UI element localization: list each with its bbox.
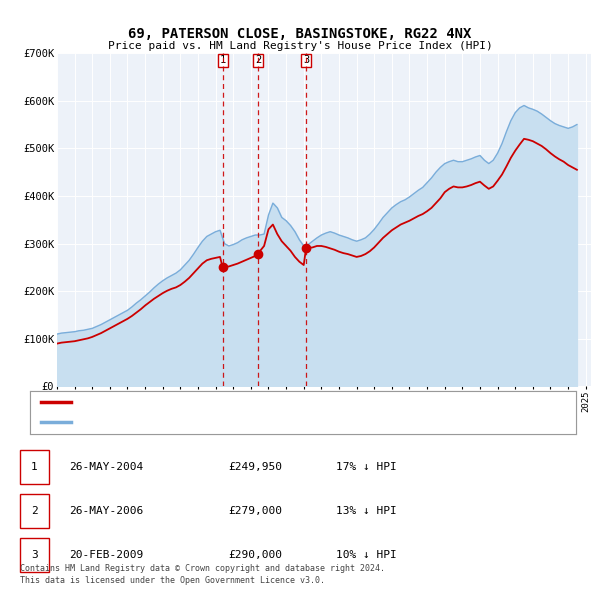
Text: 26-MAY-2004: 26-MAY-2004 [69, 462, 143, 471]
Text: 20-FEB-2009: 20-FEB-2009 [69, 550, 143, 560]
Text: 13% ↓ HPI: 13% ↓ HPI [336, 506, 397, 516]
Text: 2: 2 [31, 506, 38, 516]
Text: 3: 3 [31, 550, 38, 560]
Text: This data is licensed under the Open Government Licence v3.0.: This data is licensed under the Open Gov… [20, 576, 325, 585]
Text: HPI: Average price, detached house, Basingstoke and Deane: HPI: Average price, detached house, Basi… [79, 417, 414, 427]
FancyBboxPatch shape [30, 391, 576, 434]
Text: 1: 1 [31, 462, 38, 471]
Text: 3: 3 [303, 55, 309, 65]
Text: 10% ↓ HPI: 10% ↓ HPI [336, 550, 397, 560]
Text: Price paid vs. HM Land Registry's House Price Index (HPI): Price paid vs. HM Land Registry's House … [107, 41, 493, 51]
Text: 69, PATERSON CLOSE, BASINGSTOKE, RG22 4NX (detached house): 69, PATERSON CLOSE, BASINGSTOKE, RG22 4N… [79, 397, 420, 407]
Text: 2: 2 [255, 55, 261, 65]
Text: 17% ↓ HPI: 17% ↓ HPI [336, 462, 397, 471]
Text: £279,000: £279,000 [228, 506, 282, 516]
Text: £290,000: £290,000 [228, 550, 282, 560]
Text: £249,950: £249,950 [228, 462, 282, 471]
Text: 1: 1 [220, 55, 226, 65]
Text: 69, PATERSON CLOSE, BASINGSTOKE, RG22 4NX: 69, PATERSON CLOSE, BASINGSTOKE, RG22 4N… [128, 27, 472, 41]
Text: Contains HM Land Registry data © Crown copyright and database right 2024.: Contains HM Land Registry data © Crown c… [20, 565, 385, 573]
Text: 26-MAY-2006: 26-MAY-2006 [69, 506, 143, 516]
